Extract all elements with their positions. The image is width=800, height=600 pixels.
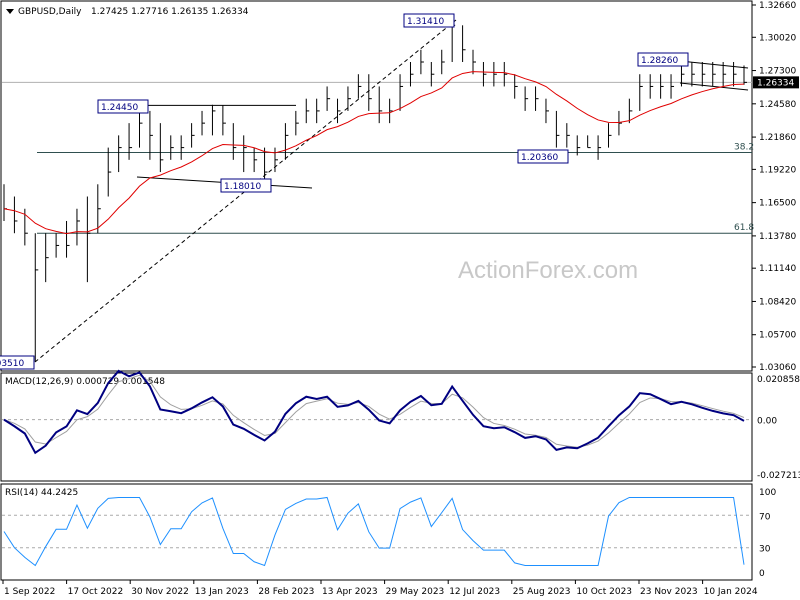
- fib-level-label: 38.2: [734, 142, 754, 152]
- date-tick-label: 30 Nov 2022: [131, 587, 189, 597]
- date-tick-label: 23 Nov 2023: [640, 587, 698, 597]
- date-tick-label: 13 Jan 2023: [195, 587, 249, 597]
- watermark: ActionForex.com: [458, 257, 638, 284]
- price-tick-label: 1.24580: [759, 100, 796, 110]
- price-tick-label: 1.08420: [759, 297, 796, 307]
- date-tick-label: 13 Apr 2023: [322, 587, 378, 597]
- price-panel: [0, 0, 753, 372]
- rsi-tick-label: 100: [759, 488, 776, 498]
- macd-signal-line: [3, 374, 745, 448]
- fib-level-label: 61.8: [734, 223, 754, 233]
- rsi-panel: [0, 483, 753, 581]
- price-tick-label: 1.05700: [759, 331, 796, 341]
- rsi-tick-label: 30: [759, 545, 771, 555]
- macd-tick-label: -0.027213: [757, 471, 800, 481]
- rsi-tick-label: 0: [759, 569, 765, 579]
- price-label-box: [97, 99, 149, 114]
- chart-ohlc: 1.27425 1.27716 1.26135 1.26334: [91, 7, 249, 17]
- current-price-badge: [753, 76, 799, 89]
- price-label-box: [0, 355, 35, 370]
- chart-symbol: GBPUSD,Daily: [18, 7, 82, 17]
- price-label-box: [403, 13, 455, 28]
- macd-tick-label: 0.020858: [757, 375, 800, 385]
- price-tick-label: 1.27300: [759, 67, 796, 77]
- moving-average-line: [3, 71, 745, 235]
- trendline: [679, 82, 749, 91]
- price-tick-label: 1.30020: [759, 33, 796, 43]
- price-label-box: [637, 52, 689, 67]
- price-label-box: [220, 178, 272, 193]
- date-tick-label: 17 Oct 2022: [68, 587, 124, 597]
- date-tick-label: 10 Oct 2023: [576, 587, 632, 597]
- date-tick-label: 25 Aug 2023: [513, 587, 571, 597]
- trendline: [679, 60, 749, 69]
- macd-title: MACD(12,26,9) 0.000729 0.001548: [5, 377, 165, 387]
- date-tick-label: 12 Jul 2023: [449, 587, 500, 597]
- price-tick-label: 1.11140: [759, 264, 796, 274]
- date-tick-label: 29 May 2023: [386, 587, 445, 597]
- price-label: 1.24450: [101, 103, 138, 113]
- price-label: 1.31410: [407, 17, 444, 27]
- price-label: 1.18010: [224, 182, 261, 192]
- price-label-box: [517, 149, 569, 164]
- macd-tick-label: 0.00: [757, 417, 777, 427]
- date-tick-label: 10 Jan 2024: [704, 587, 758, 597]
- price-tick-label: 1.21860: [759, 133, 796, 143]
- price-tick-label: 1.13780: [759, 232, 796, 242]
- triangle-down-icon[interactable]: [6, 9, 14, 14]
- macd-line: [3, 369, 745, 455]
- rsi-tick-label: 70: [759, 512, 771, 522]
- price-tick-label: 1.19220: [759, 165, 796, 175]
- rsi-title: RSI(14) 44.2425: [5, 488, 78, 498]
- price-tick-label: 1.03060: [759, 363, 796, 373]
- price-label: 1.20360: [521, 153, 558, 163]
- price-label: 1.28260: [641, 56, 678, 66]
- date-tick-label: 1 Sep 2022: [4, 587, 55, 597]
- rsi-line: [3, 496, 745, 567]
- date-tick-label: 28 Feb 2023: [258, 587, 314, 597]
- macd-panel: [0, 372, 753, 482]
- current-price-label: 1.26334: [757, 78, 794, 88]
- price-tick-label: 1.16500: [759, 199, 796, 209]
- price-tick-label: 1.32660: [759, 1, 796, 11]
